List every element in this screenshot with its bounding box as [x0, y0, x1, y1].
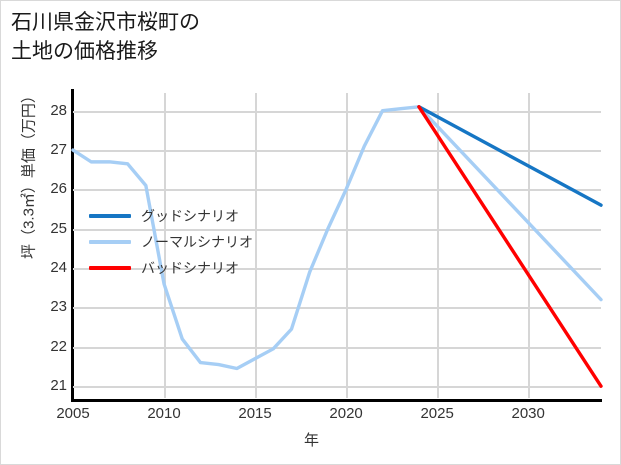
- y-axis-title: 坪（3.3㎡）単価（万円）: [20, 88, 38, 259]
- y-tick-label: 23: [50, 298, 67, 316]
- gridline-horizontal: [73, 386, 601, 389]
- gridline-horizontal: [73, 228, 601, 231]
- gridline-horizontal: [73, 346, 601, 349]
- gridline-horizontal: [73, 110, 601, 113]
- legend-color-swatch: [89, 240, 131, 244]
- x-tick-label: 2005: [56, 405, 90, 422]
- y-tick-label: 26: [50, 180, 67, 198]
- x-tick-label: 2030: [511, 405, 545, 422]
- chart-title: 石川県金沢市桜町の 土地の価格推移: [11, 11, 200, 63]
- gridline-vertical: [528, 93, 531, 398]
- y-tick-label: 28: [50, 101, 67, 119]
- y-tick-label: 27: [50, 141, 67, 159]
- legend-item[interactable]: グッドシナリオ: [89, 203, 299, 229]
- chart-legend: グッドシナリオ ノーマルシナリオ バッドシナリオ: [89, 203, 299, 281]
- gridline-vertical: [164, 93, 167, 398]
- y-tick-label: 21: [50, 377, 67, 395]
- series-lines: [71, 105, 603, 388]
- x-tick-label: 2025: [420, 405, 454, 422]
- y-tick-label: 25: [50, 219, 67, 237]
- series-line: [71, 105, 603, 371]
- series-line: [417, 105, 603, 207]
- legend-label: グッドシナリオ: [141, 208, 239, 224]
- legend-color-swatch: [89, 214, 131, 218]
- gridline-horizontal: [73, 150, 601, 153]
- legend-item[interactable]: ノーマルシナリオ: [89, 229, 299, 255]
- gridline-horizontal: [73, 307, 601, 310]
- gridline-vertical: [255, 93, 258, 398]
- y-tick-label: 24: [50, 259, 67, 277]
- x-tick-label: 2010: [147, 405, 181, 422]
- x-tick-label: 2020: [329, 405, 363, 422]
- series-line: [417, 105, 603, 388]
- x-tick-label: 2015: [238, 405, 272, 422]
- legend-item[interactable]: バッドシナリオ: [89, 255, 299, 281]
- gridline-vertical: [346, 93, 349, 398]
- legend-label: バッドシナリオ: [141, 260, 239, 276]
- plot-area: [71, 93, 603, 398]
- gridline-vertical: [437, 93, 440, 398]
- legend-label: ノーマルシナリオ: [141, 234, 253, 250]
- x-axis-line: [71, 399, 602, 402]
- y-tick-label: 22: [50, 337, 67, 355]
- y-tick-label-group: 21 22 23 24 25 26 27 28: [23, 93, 67, 398]
- gridline-horizontal: [73, 268, 601, 271]
- legend-color-swatch: [89, 266, 131, 270]
- gridline-horizontal: [73, 189, 601, 192]
- x-axis-title: 年: [303, 432, 319, 449]
- y-axis-line: [71, 89, 74, 402]
